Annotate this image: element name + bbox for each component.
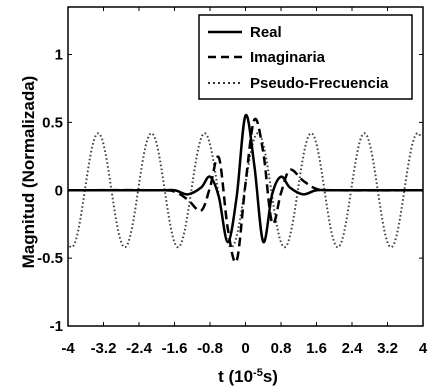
tick-marks bbox=[67, 7, 424, 327]
series-pseudo-frecuencia bbox=[67, 132, 422, 249]
legend-label-real: Real bbox=[250, 24, 282, 41]
y-tick-label: 1 bbox=[55, 47, 63, 64]
x-axis-label-base: t (10 bbox=[218, 367, 253, 386]
y-tick-label: 0 bbox=[55, 182, 63, 199]
x-tick-label: 1.6 bbox=[306, 340, 327, 357]
x-tick-labels: -4 -3.2 -2.4 -1.6 -0.8 0 0.8 1.6 2.4 3.2 4 bbox=[61, 340, 428, 357]
y-tick-label: -0.5 bbox=[37, 250, 63, 267]
x-tick-label: -2.4 bbox=[126, 340, 153, 357]
series-imaginaria bbox=[67, 117, 424, 264]
legend: Real Imaginaria Pseudo-Frecuencia bbox=[198, 14, 413, 100]
legend-label-pseudo-frecuencia: Pseudo-Frecuencia bbox=[250, 75, 389, 92]
x-axis-label-exponent: -5 bbox=[253, 367, 263, 379]
x-axis-label-unit: s) bbox=[263, 367, 278, 386]
x-tick-label: -0.8 bbox=[197, 340, 223, 357]
x-tick-label: 2.4 bbox=[342, 340, 364, 357]
y-axis-label: Magnitud (Normalizada) bbox=[19, 76, 38, 269]
x-tick-label: 3.2 bbox=[377, 340, 398, 357]
x-tick-label: 0 bbox=[241, 340, 249, 357]
series-real bbox=[67, 114, 423, 244]
legend-label-imaginaria: Imaginaria bbox=[250, 49, 326, 66]
x-tick-label: -3.2 bbox=[91, 340, 117, 357]
y-tick-labels: -1 -0.5 0 0.5 1 bbox=[37, 47, 63, 335]
x-tick-label: -4 bbox=[61, 340, 75, 357]
x-tick-label: -1.6 bbox=[162, 340, 188, 357]
y-tick-label: -1 bbox=[50, 318, 63, 335]
x-tick-label: 4 bbox=[419, 340, 428, 357]
x-tick-label: 0.8 bbox=[271, 340, 292, 357]
series-lines bbox=[67, 114, 424, 264]
x-axis-label: t (10-5s) bbox=[218, 367, 278, 386]
y-tick-label: 0.5 bbox=[42, 114, 63, 131]
